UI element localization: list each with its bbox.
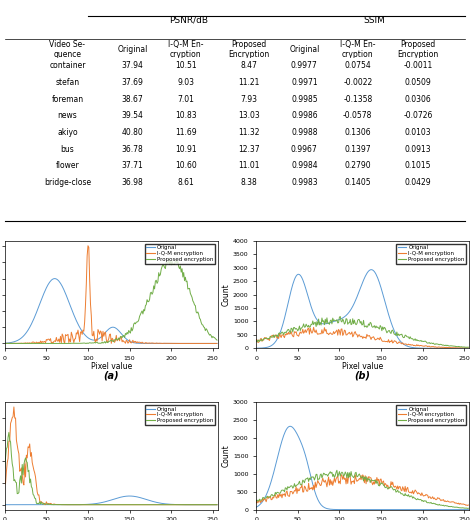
Y-axis label: Count: Count (221, 445, 230, 467)
Text: (a): (a) (103, 371, 119, 381)
X-axis label: Pixel value: Pixel value (342, 362, 383, 371)
Legend: Orignal, I-Q-M encryption, Proposed encryption: Orignal, I-Q-M encryption, Proposed encr… (145, 243, 215, 264)
Legend: Orignal, I-Q-M encryption, Proposed encryption: Orignal, I-Q-M encryption, Proposed encr… (396, 405, 466, 425)
Text: (b): (b) (355, 371, 371, 381)
X-axis label: Pixel value: Pixel value (91, 362, 132, 371)
Legend: Orignal, I-Q-M encryption, Proposed encryption: Orignal, I-Q-M encryption, Proposed encr… (396, 243, 466, 264)
Legend: Orignal, I-Q-M encryption, Proposed encryption: Orignal, I-Q-M encryption, Proposed encr… (145, 405, 215, 425)
Y-axis label: Count: Count (221, 283, 230, 306)
Text: SSIM: SSIM (363, 16, 385, 24)
Text: PSNR/dB: PSNR/dB (169, 16, 208, 24)
